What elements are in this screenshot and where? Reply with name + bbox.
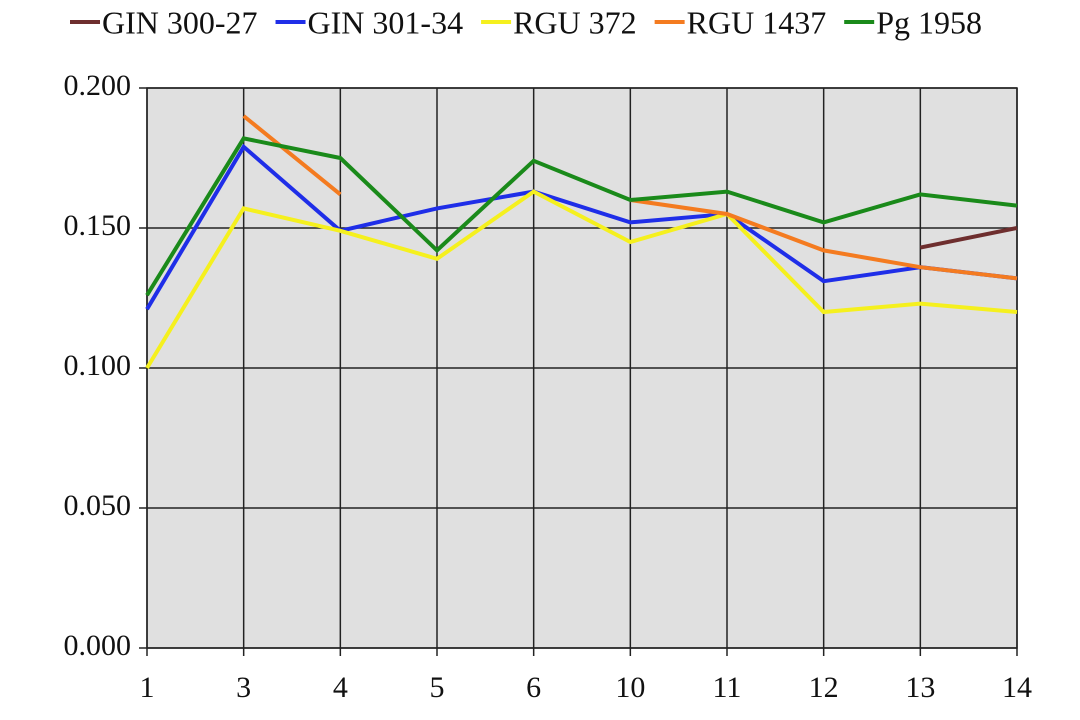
legend-label: GIN 301-34 — [308, 4, 464, 40]
x-tick-label: 12 — [809, 671, 839, 704]
legend-label: RGU 1437 — [687, 4, 827, 40]
y-tick-label: 0.150 — [64, 209, 132, 242]
series-line — [242, 114, 1018, 281]
series-line — [145, 136, 1018, 297]
series-line — [919, 226, 1018, 250]
y-tick-label: 0.100 — [64, 349, 132, 382]
legend-label: RGU 372 — [513, 4, 637, 40]
x-tick-label: 1 — [140, 671, 155, 704]
y-tick-label: 0.050 — [64, 489, 132, 522]
x-tick-label: 3 — [236, 671, 251, 704]
series-line — [145, 143, 1018, 311]
y-tick-label: 0.200 — [64, 69, 132, 102]
y-tick-label: 0.000 — [64, 629, 132, 662]
x-tick-label: 13 — [905, 671, 935, 704]
x-tick-label: 10 — [615, 671, 645, 704]
legend-label: Pg 1958 — [876, 4, 982, 40]
x-tick-label: 4 — [333, 671, 348, 704]
x-tick-label: 5 — [430, 671, 445, 704]
legend-label: GIN 300-27 — [102, 4, 258, 40]
series-line — [145, 189, 1018, 370]
x-tick-label: 6 — [526, 671, 541, 704]
x-tick-label: 11 — [713, 671, 742, 704]
x-tick-label: 14 — [1002, 671, 1032, 704]
